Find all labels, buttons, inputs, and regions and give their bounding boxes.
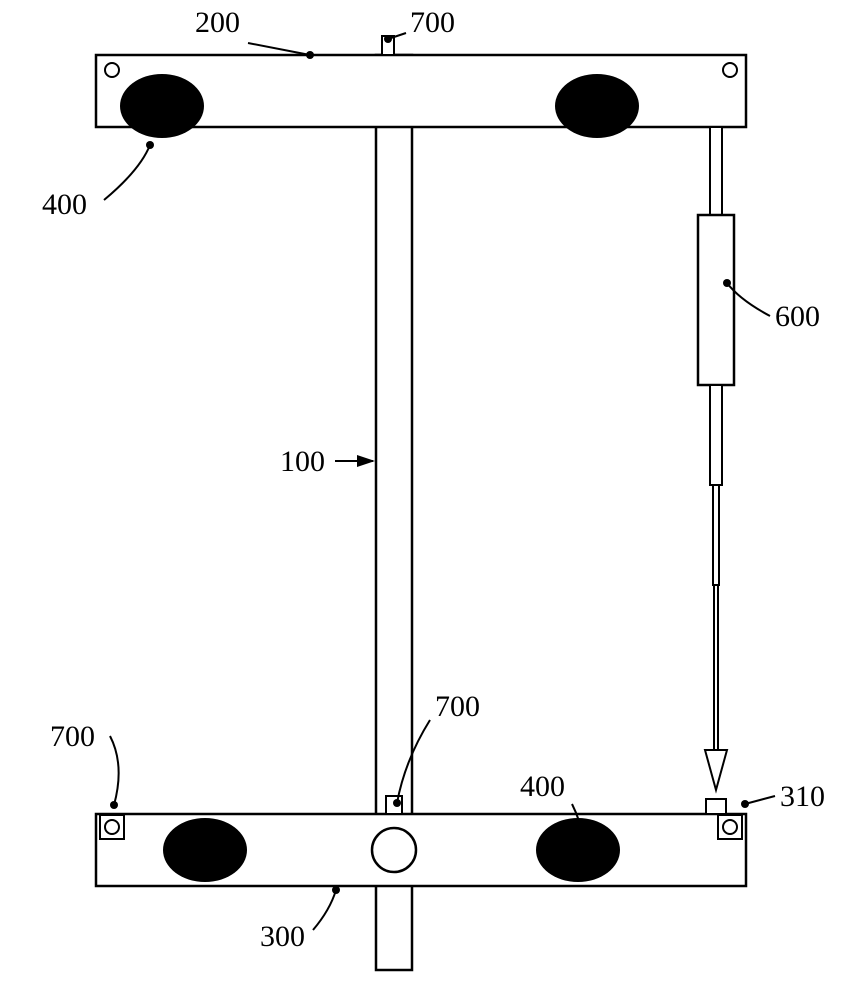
label-700-bl: 700 <box>50 720 95 754</box>
diagram-svg <box>0 0 868 1000</box>
label-700-bc: 700 <box>435 690 480 724</box>
label-300: 300 <box>260 920 305 954</box>
label-700-top: 700 <box>410 6 455 40</box>
label-310: 310 <box>780 780 825 814</box>
label-400-top: 400 <box>42 188 87 222</box>
diagram-canvas: 200 700 400 600 100 700 700 400 310 300 <box>0 0 868 1000</box>
leaders-group <box>104 33 775 930</box>
label-600: 600 <box>775 300 820 334</box>
label-200: 200 <box>195 6 240 40</box>
label-400-b: 400 <box>520 770 565 804</box>
label-100: 100 <box>280 445 325 479</box>
shapes-group <box>96 36 746 970</box>
